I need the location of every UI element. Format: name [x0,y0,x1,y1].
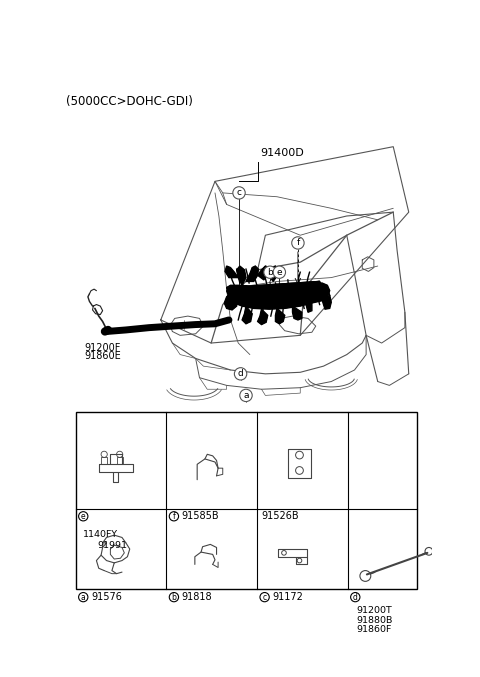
Circle shape [264,266,276,278]
Text: c: c [237,188,241,198]
Text: 91818: 91818 [181,592,212,602]
Polygon shape [268,266,278,282]
Text: 91991: 91991 [97,541,127,550]
Circle shape [169,592,179,602]
Circle shape [240,389,252,401]
Circle shape [260,592,269,602]
Text: 1140FY: 1140FY [83,530,119,539]
Polygon shape [322,295,331,309]
Text: b: b [171,592,176,602]
Polygon shape [258,309,268,324]
Text: b: b [267,267,273,277]
Text: f: f [172,512,175,521]
Circle shape [234,368,247,380]
Polygon shape [242,306,252,324]
Text: f: f [296,238,300,247]
Text: 91860E: 91860E [85,351,121,361]
Text: d: d [238,370,243,378]
Text: 91172: 91172 [272,592,303,602]
Text: 91526B: 91526B [262,511,299,521]
Text: (5000CC>DOHC-GDI): (5000CC>DOHC-GDI) [66,95,193,108]
Text: a: a [243,391,249,400]
Polygon shape [312,283,330,299]
Text: 91400D: 91400D [260,148,304,158]
Text: 91880B: 91880B [357,615,393,625]
Text: a: a [81,592,85,602]
Polygon shape [224,293,237,310]
Text: 91576: 91576 [91,592,122,602]
Circle shape [273,266,286,278]
Circle shape [350,592,360,602]
Polygon shape [292,306,302,320]
Circle shape [292,237,304,249]
Polygon shape [237,266,246,285]
Text: d: d [353,592,358,602]
Text: 91585B: 91585B [181,511,219,521]
Polygon shape [227,282,325,309]
Text: 91200F: 91200F [85,343,121,353]
Circle shape [79,512,88,521]
Polygon shape [246,266,258,282]
Circle shape [233,187,245,199]
Text: e: e [81,512,85,521]
Circle shape [169,512,179,521]
Bar [75,412,417,590]
Text: 91200T: 91200T [357,607,393,615]
Text: 91860F: 91860F [357,625,392,634]
Polygon shape [227,282,320,289]
Text: e: e [276,267,282,277]
Text: c: c [263,592,267,602]
Polygon shape [276,309,285,324]
Polygon shape [258,266,269,280]
Polygon shape [225,266,238,278]
Circle shape [79,592,88,602]
Polygon shape [227,282,320,306]
Polygon shape [304,297,312,312]
